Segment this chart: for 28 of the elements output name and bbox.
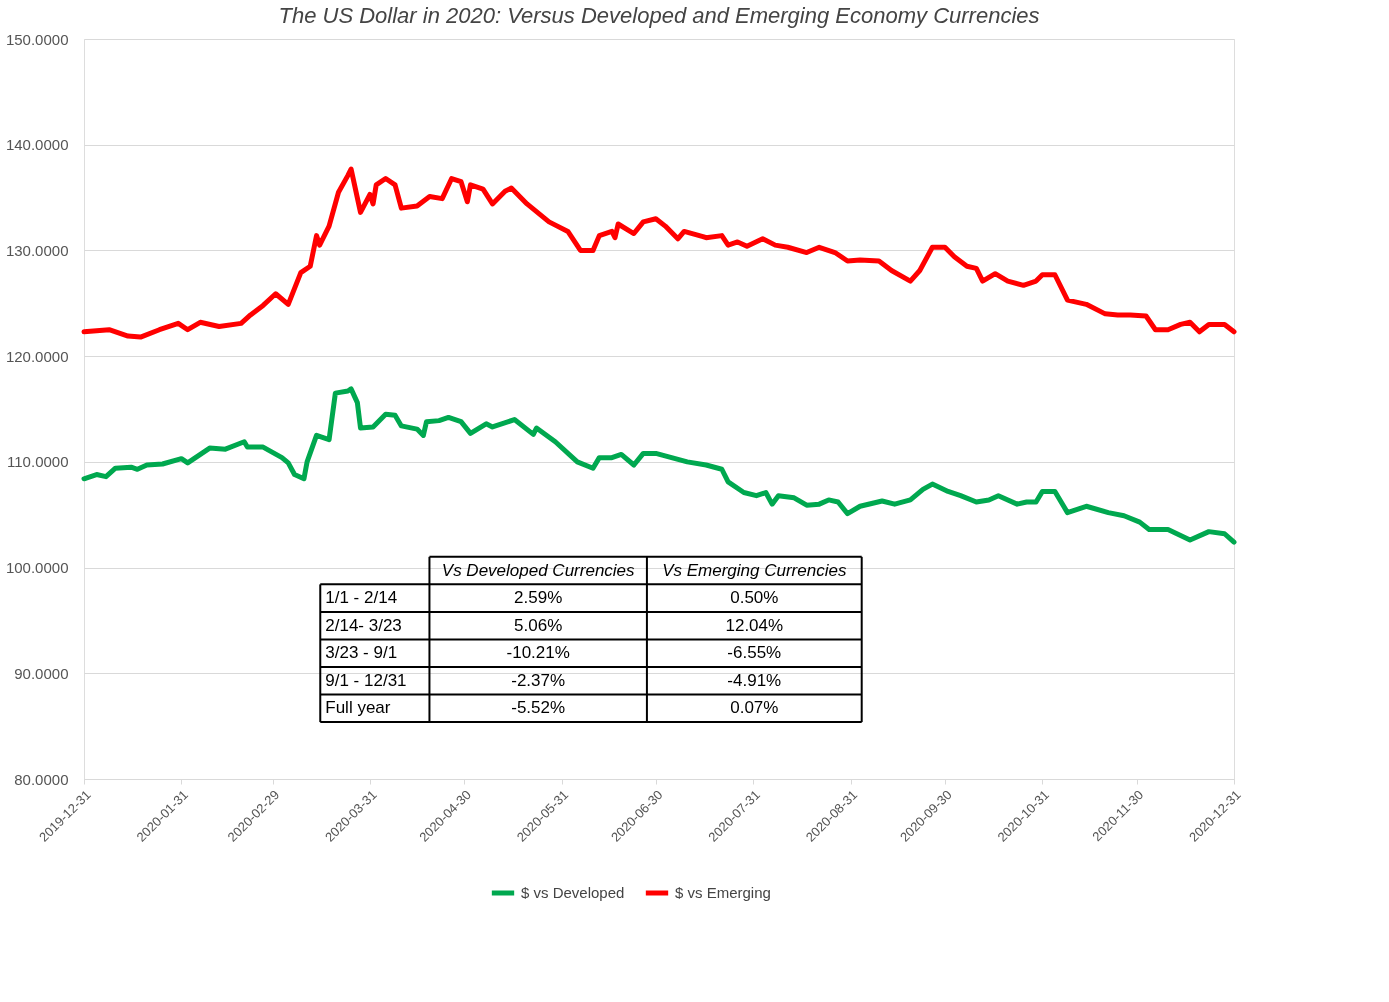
annotation: Vs Developed Currencies [441, 560, 636, 580]
y-tick-label: 90.0000 [14, 664, 69, 682]
annotation: 5.06% [514, 615, 563, 635]
annotation: 3/23 - 9/1 [325, 643, 398, 663]
annotation: -4.91% [727, 670, 782, 690]
annotation: 0.50% [730, 588, 779, 608]
chart-title: The US Dollar in 2020: Versus Developed and Emerging Economy Currencies [278, 3, 1040, 28]
y-tick-label: 100.0000 [5, 559, 69, 577]
y-tick-label: 110.0000 [7, 453, 69, 471]
annotation: -2.37% [511, 670, 566, 690]
annotation: 9/1 - 12/31 [325, 670, 407, 690]
annotation: Vs Emerging Currencies [662, 560, 847, 580]
annotation: -5.52% [511, 698, 566, 718]
y-tick-label: 150.0000 [5, 30, 69, 48]
annotation: 12.04% [725, 615, 784, 635]
y-tick-label: 80.0000 [14, 770, 69, 788]
annotation: 0.07% [730, 698, 779, 718]
annotation: Full year [325, 698, 391, 718]
annotation: 1/1 - 2/14 [325, 588, 398, 608]
y-tick-label: 140.0000 [5, 136, 69, 154]
annotation: -10.21% [506, 643, 570, 663]
annotation: 2/14- 3/23 [325, 615, 402, 635]
legend-label: $ vs Developed [521, 884, 625, 901]
y-tick-label: 130.0000 [5, 241, 69, 259]
legend-label: $ vs Emerging [675, 884, 771, 901]
annotation: 2.59% [514, 588, 563, 608]
y-tick-label: 120.0000 [5, 347, 69, 365]
annotation: -6.55% [727, 643, 782, 663]
